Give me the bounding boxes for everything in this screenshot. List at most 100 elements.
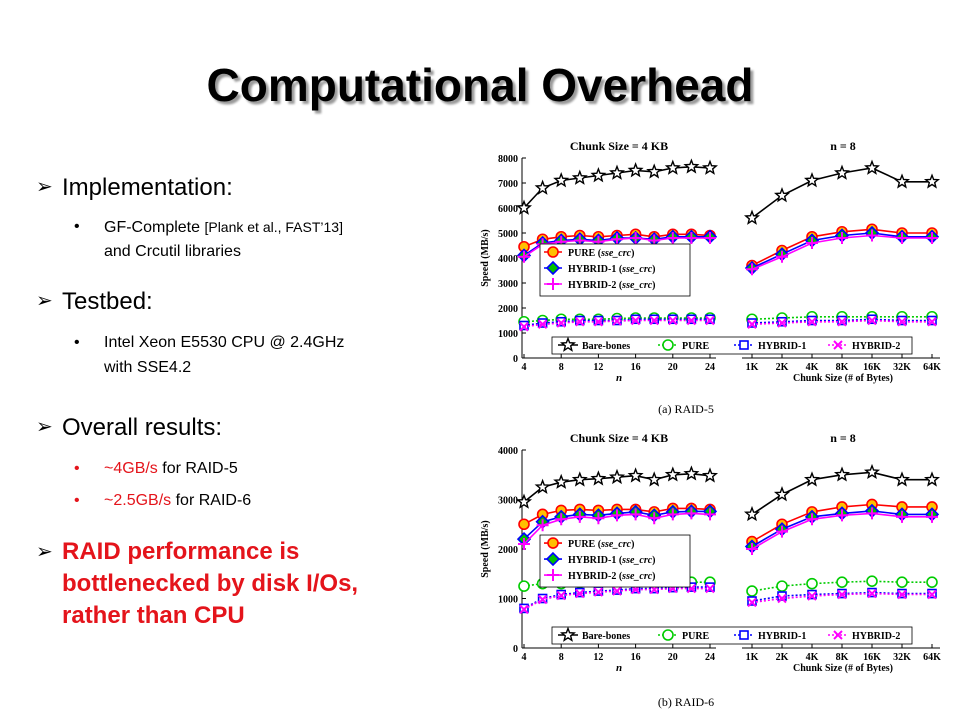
data-point — [836, 509, 848, 522]
data-point — [518, 518, 530, 531]
data-point — [664, 466, 681, 482]
legend-marker — [739, 340, 749, 350]
data-point — [664, 159, 681, 175]
y-tick-label: 4000 — [498, 446, 518, 457]
data-point — [803, 471, 821, 487]
data-point — [896, 576, 908, 588]
x-tick-label: 8K — [836, 652, 849, 663]
data-point — [926, 576, 938, 588]
data-point — [897, 317, 907, 327]
data-point — [666, 508, 679, 521]
data-point — [927, 589, 937, 600]
legend-label: PURE (sse_crc) — [568, 539, 634, 550]
data-point — [806, 577, 818, 590]
data-point — [537, 319, 548, 329]
legend-box — [539, 243, 691, 297]
y-axis-label: Speed (MB/s) — [480, 520, 491, 578]
data-point — [683, 158, 700, 174]
data-point — [807, 589, 817, 600]
y-axis-label: Speed (MB/s) — [480, 229, 491, 287]
x-tick-label: 16 — [631, 362, 641, 373]
data-point — [927, 317, 937, 327]
data-point — [776, 250, 788, 263]
legend-marker — [662, 629, 674, 641]
data-point — [705, 315, 715, 326]
data-point — [897, 589, 907, 600]
data-point — [747, 596, 757, 606]
data-point — [701, 159, 719, 175]
raid6-speed: ~2.5GB/s — [104, 492, 172, 509]
legend-marker — [833, 340, 843, 350]
y-tick-label: 0 — [513, 644, 518, 655]
data-point — [747, 319, 757, 329]
x-tick-label: 8 — [559, 362, 564, 373]
bullet-heading: Overall results: — [62, 414, 223, 441]
data-point — [837, 589, 847, 600]
data-point — [646, 471, 663, 487]
data-point — [627, 467, 644, 483]
data-point — [683, 465, 700, 481]
conclusion-line: RAID performance is — [62, 538, 300, 565]
data-point — [923, 471, 941, 487]
data-point — [837, 317, 847, 327]
x-axis-label: Chunk Size (# of Bytes) — [793, 663, 893, 674]
legend-marker — [545, 551, 561, 567]
x-tick-label: 64K — [923, 652, 941, 663]
x-tick-label: 4 — [522, 652, 527, 663]
legend-label: HYBRID-1 (sse_crc) — [568, 555, 656, 566]
y-tick-label: 1000 — [498, 595, 518, 606]
arrow-bullet-icon: ➢ — [36, 176, 53, 198]
figure-caption: (a) RAID-5 — [658, 402, 714, 416]
arrow-bullet-icon: ➢ — [36, 416, 53, 438]
legend-label: HYBRID-2 (sse_crc) — [568, 280, 656, 291]
charts-figure: 0 1000 2000 3000 4000 5000 6000 7000 8000 Speed (… — [476, 128, 946, 718]
legend-label: PURE — [682, 631, 710, 642]
y-tick-label: 3000 — [498, 496, 518, 507]
legend-marker — [559, 626, 577, 642]
data-point — [685, 232, 698, 244]
legend-marker — [833, 630, 843, 640]
data-point — [649, 315, 659, 326]
dot-bullet-icon: • — [74, 218, 80, 235]
data-point — [685, 507, 698, 520]
x-tick-label: 16K — [863, 652, 881, 663]
y-tick-label: 2000 — [498, 304, 518, 315]
panel-title: n = 8 — [830, 431, 856, 445]
bullet-heading: Testbed: — [62, 288, 153, 315]
data-point — [556, 590, 566, 601]
data-point — [705, 583, 715, 594]
legend-label: Bare-bones — [582, 341, 630, 352]
data-point — [590, 470, 607, 486]
data-point — [593, 317, 604, 327]
data-point — [746, 263, 758, 276]
data-point — [553, 473, 570, 489]
sub-bullet-text: GF-Complete — [104, 219, 205, 236]
sub-bullet-text: for RAID-6 — [171, 492, 252, 509]
legend-label: HYBRID-1 — [758, 341, 806, 352]
x-tick-label: 20 — [668, 652, 678, 663]
data-point — [833, 164, 851, 180]
panel-title: Chunk Size = 4 KB — [570, 431, 668, 445]
data-point — [518, 580, 530, 592]
dot-bullet-icon: • — [74, 460, 80, 477]
data-point — [893, 471, 911, 487]
x-tick-label: 4K — [806, 362, 819, 373]
data-point — [896, 510, 908, 523]
legend-marker — [547, 569, 559, 582]
data-point — [704, 232, 716, 244]
data-point — [806, 513, 818, 526]
arrow-bullet-icon: ➢ — [36, 541, 53, 563]
dot-bullet-icon: • — [74, 334, 80, 351]
data-point — [803, 172, 821, 188]
y-tick-label: 3000 — [498, 279, 518, 290]
citation: [Plank et al., FAST’13] — [204, 219, 343, 235]
data-point — [806, 237, 818, 249]
data-point — [926, 510, 938, 523]
x-tick-label: 1K — [746, 362, 759, 373]
arrow-bullet-icon: ➢ — [36, 290, 53, 312]
data-point — [646, 163, 663, 179]
legend-box — [551, 626, 913, 645]
x-tick-label: 32K — [893, 362, 911, 373]
data-point — [534, 179, 551, 195]
data-point — [515, 199, 533, 215]
